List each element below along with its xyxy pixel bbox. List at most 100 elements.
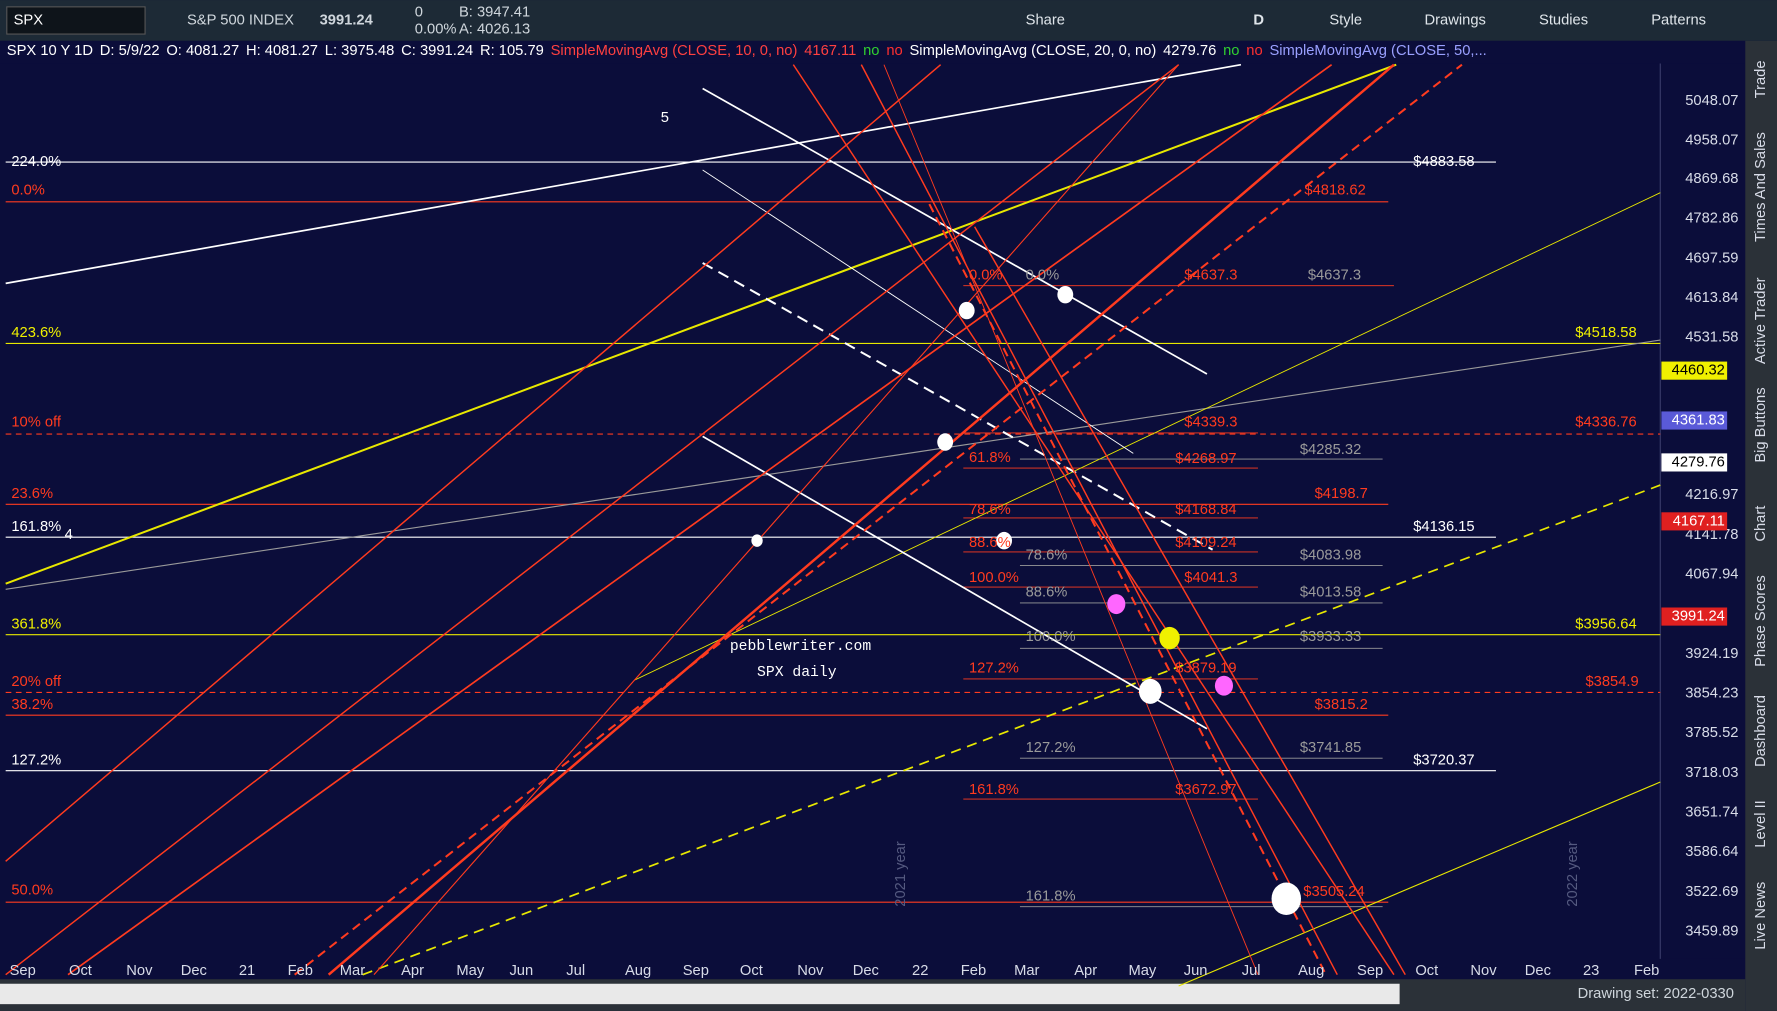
header-item: no — [886, 43, 902, 59]
marker-dot — [1271, 882, 1302, 915]
annotation: 161.8% — [1026, 888, 1076, 904]
annotation: 161.8% — [11, 519, 61, 535]
price-label: 4141.78 — [1685, 527, 1738, 543]
header-item: no — [1223, 43, 1239, 59]
trend-line — [373, 64, 1180, 976]
header-item: 4167.11 — [804, 43, 856, 59]
time-label: Feb — [961, 963, 986, 979]
time-label: Oct — [740, 963, 763, 979]
annotation: 423.6% — [11, 325, 61, 341]
annotation: 127.2% — [1026, 740, 1076, 756]
side-tab[interactable]: Active Trader — [1753, 277, 1769, 364]
annotation: $3956.64 — [1575, 616, 1636, 632]
last-price: 3991.24 — [320, 12, 374, 28]
toolbar-button[interactable]: Drawings — [1425, 12, 1486, 28]
trend-line — [702, 262, 1214, 551]
toolbar-button[interactable]: Style — [1329, 12, 1362, 28]
time-label: Feb — [288, 963, 313, 979]
price-label: 3459.89 — [1685, 924, 1738, 940]
time-label: Nov — [126, 963, 153, 979]
scrollbar[interactable] — [0, 983, 1400, 1005]
annotation: 88.6% — [969, 535, 1011, 551]
bid: B: 3947.41 — [459, 4, 530, 20]
trend-line — [5, 339, 1661, 590]
annotation: 78.6% — [1026, 547, 1068, 563]
watermark: SPX daily — [757, 665, 837, 681]
trend-line — [294, 63, 1463, 976]
annotation: $4336.76 — [1575, 415, 1636, 431]
time-label: Apr — [1074, 963, 1097, 979]
marker-dot — [1107, 594, 1126, 615]
toolbar-button[interactable]: D — [1253, 12, 1264, 28]
price-label: 3522.69 — [1685, 884, 1738, 900]
time-label: Jun — [1184, 963, 1208, 979]
side-tab[interactable]: Trade — [1753, 60, 1769, 98]
annotation: $4268.97 — [1175, 451, 1236, 467]
price-label: 4531.58 — [1685, 330, 1738, 346]
annotation: 127.2% — [969, 661, 1019, 677]
time-label: Nov — [797, 963, 824, 979]
time-label: Dec — [853, 963, 879, 979]
annotation: 4 — [65, 527, 73, 543]
annotation: 161.8% — [969, 782, 1019, 798]
toolbar-button[interactable]: Share — [1026, 12, 1065, 28]
annotation: 0.0% — [11, 182, 45, 198]
header-item: SimpleMovingAvg (CLOSE, 50,... — [1269, 43, 1486, 59]
trend-line — [702, 169, 1134, 454]
trend-line — [327, 63, 1395, 976]
marker-dot — [937, 433, 954, 451]
annotation: 20% off — [11, 674, 62, 690]
toolbar-button[interactable]: Studies — [1539, 12, 1588, 28]
toolbar — [0, 0, 1777, 41]
price-label: 4216.97 — [1685, 487, 1738, 503]
trend-line — [634, 192, 1661, 681]
marker-dot — [1138, 678, 1162, 704]
toolbar-button[interactable]: Patterns — [1651, 12, 1706, 28]
price-badge-label: 3991.24 — [1672, 608, 1725, 624]
header-item: SimpleMovingAvg (CLOSE, 10, 0, no) — [551, 43, 798, 59]
annotation: 224.0% — [11, 154, 61, 170]
time-label: Sep — [10, 963, 36, 979]
trend-line — [928, 203, 1327, 976]
annotation: 100.0% — [1026, 629, 1076, 645]
annotation: $3720.37 — [1413, 752, 1474, 768]
annotation: $4339.3 — [1184, 415, 1237, 431]
symbol-box[interactable] — [6, 6, 146, 35]
annotation: $4818.62 — [1304, 182, 1365, 198]
side-tab[interactable]: Dashboard — [1753, 695, 1769, 767]
annotation: $3815.2 — [1315, 697, 1368, 713]
labels: SPX S&P 500 INDEX 3991.24 00.00%B: 3947.41A… — [6, 4, 1769, 1002]
price-label: 3785.52 — [1685, 725, 1738, 741]
annotation: 361.8% — [11, 616, 61, 632]
price-label: 3651.74 — [1685, 805, 1738, 821]
header-item: R: 105.79 — [480, 43, 544, 59]
marker-dot — [751, 534, 763, 547]
time-label: 22 — [912, 963, 928, 979]
time-label: Feb — [1634, 963, 1659, 979]
side-tab[interactable]: Live News — [1753, 882, 1769, 950]
drawings — [5, 63, 1661, 987]
time-label: May — [456, 963, 484, 979]
price-axis — [1660, 63, 1746, 959]
side-tab[interactable]: Phase Scores — [1753, 575, 1769, 667]
time-label: Mar — [1014, 963, 1039, 979]
time-label: Apr — [401, 963, 424, 979]
trend-line — [362, 484, 1661, 976]
watermark: pebblewriter.com — [730, 639, 871, 655]
symbol[interactable]: SPX — [14, 12, 44, 28]
status-text: Drawing set: 2022-0330 — [1578, 986, 1734, 1002]
side-tab[interactable]: Times And Sales — [1753, 132, 1769, 242]
annotation: 88.6% — [1026, 585, 1068, 601]
side-tab[interactable]: Level II — [1753, 800, 1769, 847]
annotation: 10% off — [11, 415, 62, 431]
annotation: $3672.97 — [1175, 782, 1236, 798]
annotation: $4013.58 — [1300, 585, 1361, 601]
ask: A: 4026.13 — [459, 21, 530, 37]
time-label: May — [1128, 963, 1156, 979]
side-tab[interactable]: Chart — [1753, 506, 1769, 542]
trend-line — [792, 64, 1395, 976]
side-tab[interactable]: Big Buttons — [1753, 387, 1769, 462]
price-badge — [1661, 512, 1728, 531]
header-item: H: 4081.27 — [246, 43, 318, 59]
time-label: Jul — [1242, 963, 1261, 979]
